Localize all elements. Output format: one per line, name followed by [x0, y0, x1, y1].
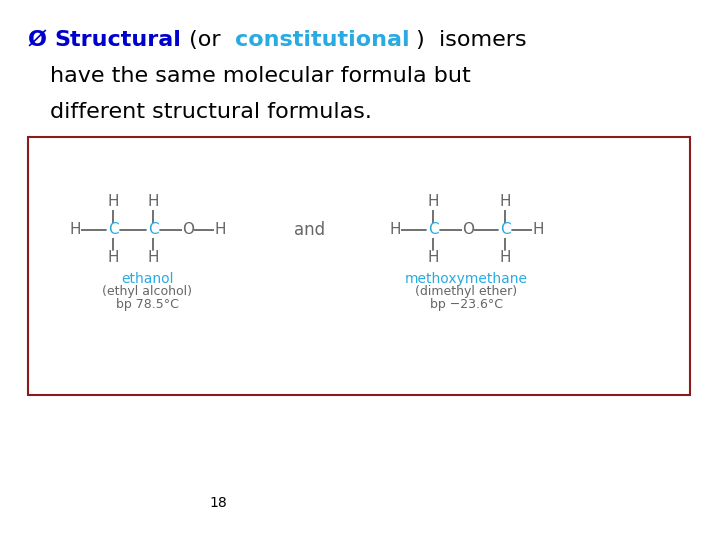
Text: )  isomers: ) isomers [409, 30, 527, 50]
Text: H: H [532, 222, 544, 238]
Text: C: C [428, 222, 438, 238]
Text: O: O [462, 222, 474, 238]
Bar [28, 137, 690, 395]
Text: H: H [148, 194, 158, 210]
Text: C: C [148, 222, 158, 238]
Text: Ø: Ø [28, 30, 55, 50]
Text: H: H [499, 251, 510, 266]
Text: H: H [427, 194, 438, 210]
Text: bp −23.6°C: bp −23.6°C [430, 298, 503, 311]
Text: H: H [499, 194, 510, 210]
Text: O: O [182, 222, 194, 238]
Text: Structural: Structural [55, 30, 181, 50]
Text: H: H [107, 251, 119, 266]
Text: H: H [390, 222, 401, 238]
Text: C: C [108, 222, 118, 238]
Text: C: C [500, 222, 510, 238]
Text: H: H [427, 251, 438, 266]
Text: (dimethyl ether): (dimethyl ether) [415, 285, 518, 298]
Text: H: H [69, 222, 81, 238]
Text: different structural formulas.: different structural formulas. [50, 102, 372, 122]
Text: constitutional: constitutional [235, 30, 409, 50]
Text: have the same molecular formula but: have the same molecular formula but [50, 66, 471, 86]
Text: 18: 18 [209, 496, 227, 510]
Text: methoxymethane: methoxymethane [405, 272, 528, 286]
Text: H: H [215, 222, 226, 238]
Text: and: and [294, 221, 325, 239]
Text: H: H [107, 194, 119, 210]
Text: (ethyl alcohol): (ethyl alcohol) [102, 285, 192, 298]
Text: (or: (or [181, 30, 235, 50]
Text: ethanol: ethanol [121, 272, 174, 286]
Text: bp 78.5°C: bp 78.5°C [116, 298, 179, 311]
Text: H: H [148, 251, 158, 266]
